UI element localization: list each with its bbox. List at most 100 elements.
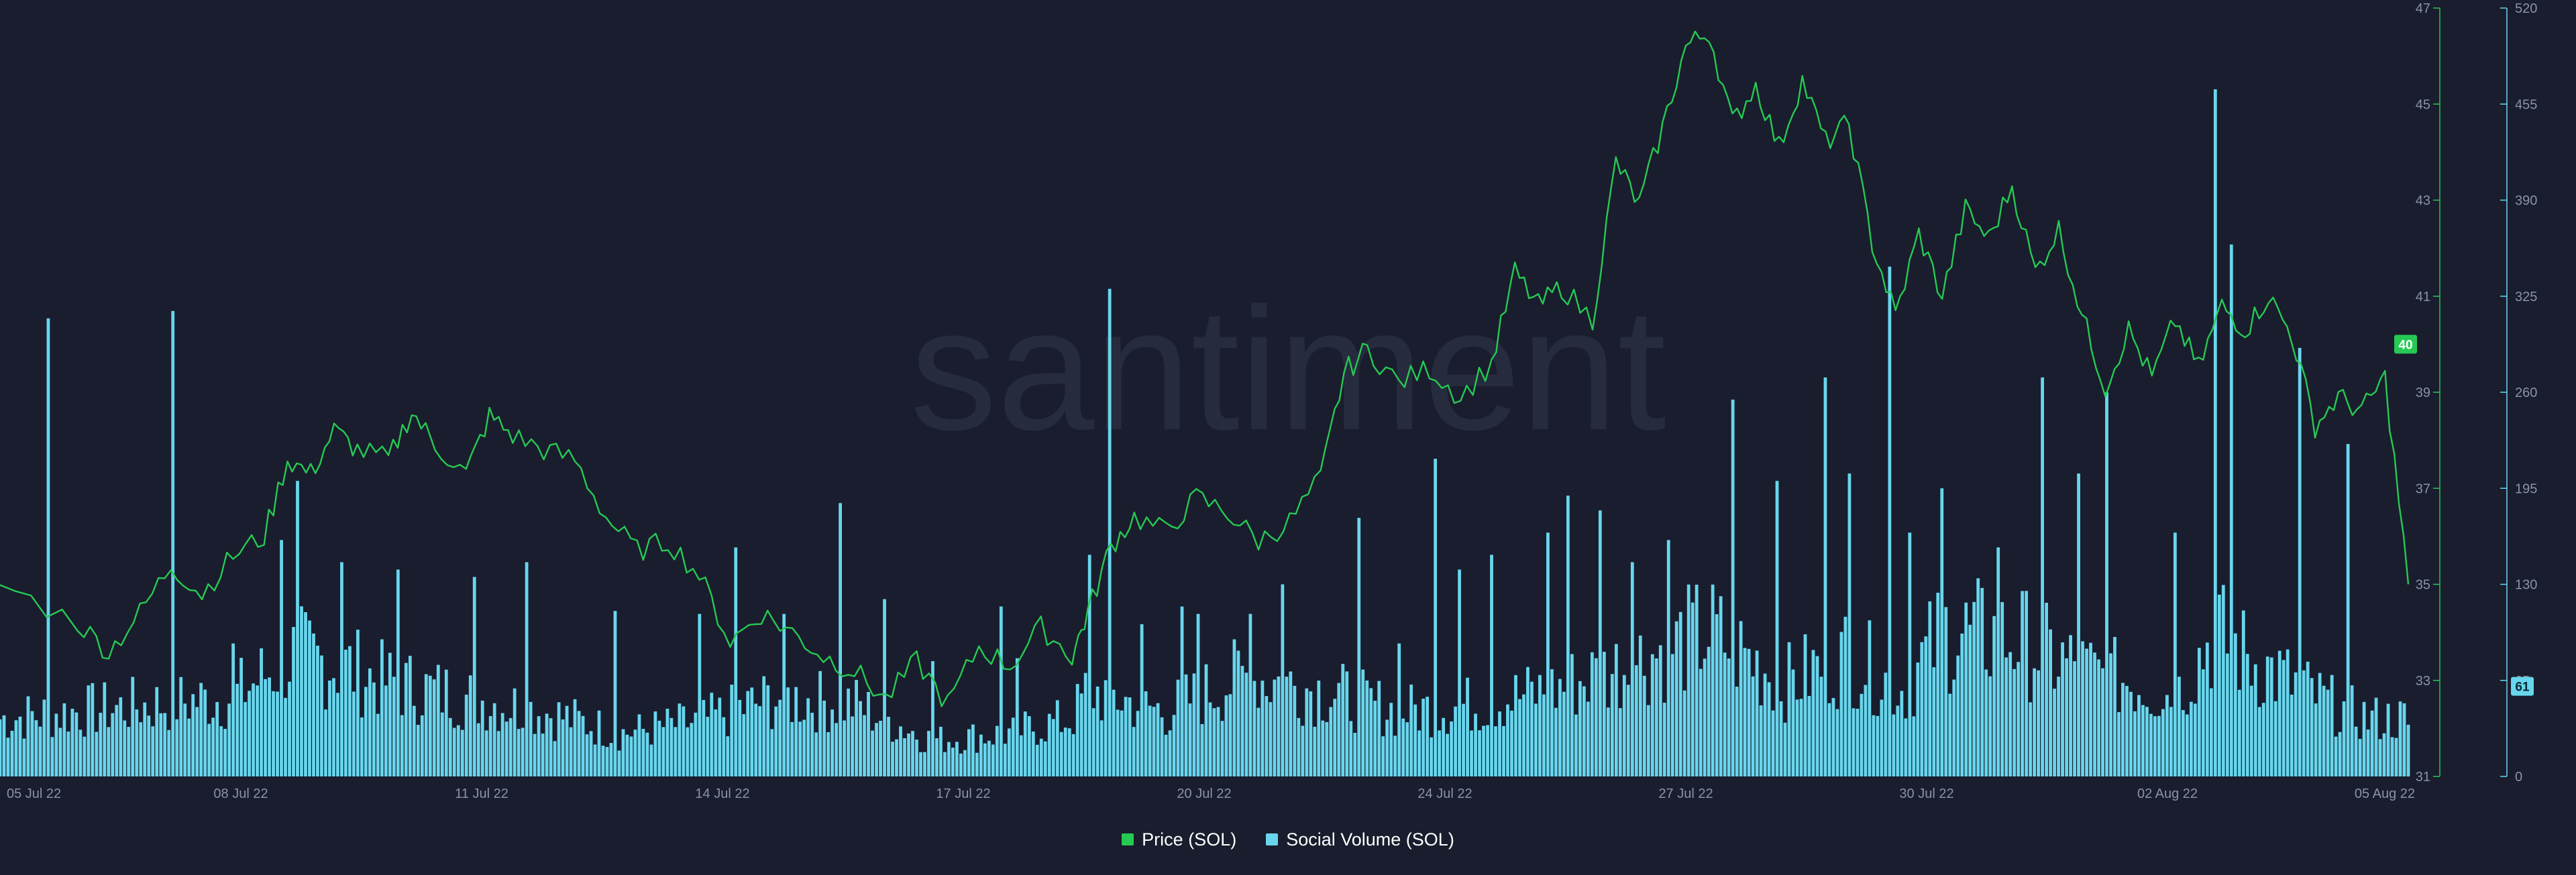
social-volume-bar — [1196, 614, 1200, 776]
social-volume-bar — [2181, 709, 2185, 776]
social-volume-bar — [1715, 614, 1719, 776]
social-volume-bar — [18, 716, 22, 776]
social-volume-bar — [179, 677, 183, 776]
social-volume-bar — [2157, 715, 2161, 776]
social-volume-bar — [1558, 679, 1562, 776]
social-volume-bar — [6, 738, 10, 776]
social-volume-bar — [931, 661, 934, 776]
social-volume-bar — [22, 738, 26, 776]
social-volume-bar — [1357, 518, 1361, 776]
social-volume-bar — [2354, 726, 2358, 776]
social-volume-bar — [2290, 694, 2294, 776]
social-volume-bar — [2277, 650, 2282, 776]
social-volume-bar — [553, 741, 557, 776]
social-volume-bar — [392, 677, 396, 776]
social-volume-bar — [597, 710, 601, 776]
social-volume-bar — [633, 730, 637, 776]
social-volume-bar — [1200, 723, 1204, 776]
price-axis-tick-label: 41 — [2416, 290, 2430, 304]
social-volume-bar — [2342, 701, 2346, 776]
social-volume-bar — [219, 726, 223, 776]
social-volume-bar — [159, 713, 163, 776]
social-volume-bar — [2318, 673, 2322, 776]
social-volume-bar — [1928, 601, 1932, 776]
social-volume-bar — [91, 683, 95, 776]
social-volume-bar — [726, 736, 730, 776]
social-volume-bar — [2241, 610, 2245, 776]
social-volume-bar — [2358, 738, 2362, 776]
social-volume-bar — [979, 734, 983, 776]
social-volume-bar — [1401, 718, 1405, 776]
price-axis-tick-label: 45 — [2416, 97, 2430, 112]
social-volume-bar — [1498, 711, 1501, 776]
social-volume-bar — [424, 674, 428, 776]
social-volume-bar — [903, 738, 906, 776]
social-volume-bar — [1843, 616, 1847, 776]
social-volume-bar — [2145, 707, 2149, 776]
social-volume-bar — [1554, 707, 1558, 776]
social-volume-bar — [2310, 678, 2314, 776]
social-volume-bar — [191, 694, 195, 776]
social-volume-bar — [2041, 377, 2044, 776]
social-volume-bar — [561, 719, 565, 776]
social-volume-bar — [14, 720, 18, 776]
social-volume-bar — [1912, 716, 1916, 776]
social-volume-bar — [867, 691, 870, 776]
legend-item-price[interactable]: Price (SOL) — [1122, 829, 1236, 850]
social-volume-bar — [1450, 721, 1453, 776]
social-volume-bar — [420, 715, 424, 776]
social-volume-bar — [1948, 693, 1952, 776]
social-volume-bar — [70, 708, 74, 776]
social-volume-bar — [496, 731, 500, 776]
social-volume-bar — [1795, 699, 1799, 776]
social-volume-bar — [2273, 701, 2277, 776]
social-volume-bar — [1984, 669, 1988, 776]
social-volume-bar — [706, 717, 710, 776]
social-volume-bar — [593, 744, 597, 776]
social-volume-bar — [38, 726, 42, 776]
social-volume-bar — [256, 685, 259, 776]
social-volume-bar — [714, 709, 718, 776]
price-axis-tick-label: 33 — [2416, 674, 2430, 689]
social-volume-bar — [444, 669, 448, 776]
social-volume-bar — [991, 744, 995, 776]
social-volume-bar — [171, 310, 175, 776]
social-volume-bar — [2298, 347, 2302, 776]
social-volume-bar — [1083, 673, 1087, 776]
social-volume-bar — [2197, 648, 2201, 776]
social-volume-bar — [244, 702, 247, 776]
social-volume-bar — [1353, 732, 1357, 776]
social-volume-bar — [1751, 676, 1755, 776]
social-volume-bar — [74, 712, 78, 776]
social-volume-bar — [855, 680, 858, 776]
legend-item-social-volume[interactable]: Social Volume (SOL) — [1266, 829, 1454, 850]
social-volume-bar — [1188, 703, 1192, 776]
social-volume-bar — [2012, 668, 2017, 776]
social-volume-bar — [1494, 726, 1497, 776]
social-volume-bar — [500, 713, 504, 776]
social-volume-bar — [227, 703, 231, 776]
social-volume-bar — [436, 664, 440, 776]
social-volume-bar — [1968, 624, 1972, 776]
social-volume-axis-tick-label: 260 — [2515, 386, 2537, 400]
social-volume-bar — [504, 721, 508, 776]
social-volume-bar — [718, 697, 722, 776]
social-volume-bar — [83, 736, 87, 776]
social-volume-bar — [2346, 444, 2350, 776]
social-volume-bar — [1771, 710, 1775, 776]
social-volume-bar — [1614, 644, 1618, 776]
social-volume-bar — [1104, 680, 1108, 776]
social-volume-bar — [1289, 671, 1293, 776]
social-volume-bar — [2129, 691, 2133, 776]
social-volume-bar — [1236, 650, 1240, 776]
social-volume-bar — [58, 727, 62, 776]
social-volume-bar — [428, 675, 432, 776]
social-volume-bar — [1216, 707, 1220, 776]
social-volume-bar — [2004, 657, 2008, 776]
social-volume-bar — [1136, 711, 1140, 776]
social-volume-bar — [1856, 708, 1860, 776]
social-volume-bar — [456, 725, 460, 776]
price-axis-tick-label: 47 — [2416, 1, 2430, 16]
social-volume-bar — [1823, 377, 1827, 776]
social-volume-bar — [847, 689, 850, 776]
